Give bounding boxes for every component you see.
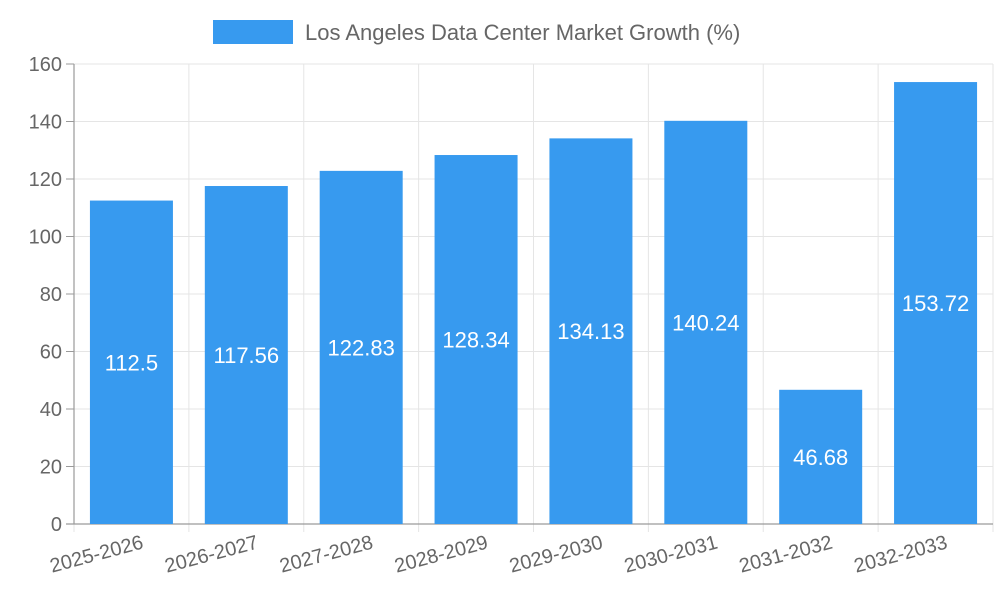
bar-value-label: 112.5 [105, 350, 158, 375]
legend-label: Los Angeles Data Center Market Growth (%… [305, 20, 740, 45]
bar-value-label: 128.34 [442, 328, 509, 353]
bar-value-label: 140.24 [672, 310, 739, 335]
x-axis-ticks: 2025-2026 2026-2027 2027-2028 2028-2029 2029… [48, 532, 950, 578]
y-axis-ticks: 0 20 40 60 80 100 120 140 160 [29, 54, 74, 536]
bar[interactable] [894, 82, 978, 525]
bar-value-label: 117.56 [213, 343, 279, 368]
bar[interactable] [89, 200, 173, 524]
bar[interactable] [779, 389, 863, 524]
legend-swatch [213, 20, 293, 44]
x-tick-label: 2025-2026 [48, 532, 146, 578]
x-tick-label: 2032-2033 [852, 532, 950, 578]
bars [89, 82, 978, 525]
y-tick-label: 80 [40, 284, 62, 306]
y-tick-label: 120 [29, 169, 62, 191]
x-tick-label: 2027-2028 [277, 532, 375, 578]
y-tick-label: 20 [40, 457, 62, 479]
data-labels: 112.5 117.56 122.83 128.34 134.13 140.24 46.68… [105, 291, 969, 470]
bar-value-label: 122.83 [328, 335, 395, 360]
x-tick-label: 2029-2030 [507, 532, 605, 578]
legend[interactable]: Los Angeles Data Center Market Growth (%… [213, 20, 740, 45]
bar[interactable] [549, 138, 633, 524]
bar-value-label: 134.13 [557, 319, 624, 344]
x-tick-label: 2030-2031 [622, 532, 720, 578]
bar[interactable] [319, 170, 403, 524]
y-tick-label: 60 [40, 342, 62, 364]
y-tick-label: 160 [29, 54, 62, 76]
bar-value-label: 46.68 [793, 445, 848, 470]
x-tick-label: 2031-2032 [737, 532, 835, 578]
x-tick-label: 2026-2027 [163, 532, 261, 578]
bar[interactable] [434, 155, 518, 524]
y-tick-label: 140 [29, 112, 62, 134]
bar-value-label: 153.72 [902, 291, 969, 316]
y-tick-label: 0 [51, 514, 62, 536]
x-tick-label: 2028-2029 [392, 532, 490, 578]
y-tick-label: 40 [40, 399, 62, 421]
bar[interactable] [204, 186, 288, 524]
bar[interactable] [664, 120, 748, 524]
y-tick-label: 100 [29, 227, 62, 249]
